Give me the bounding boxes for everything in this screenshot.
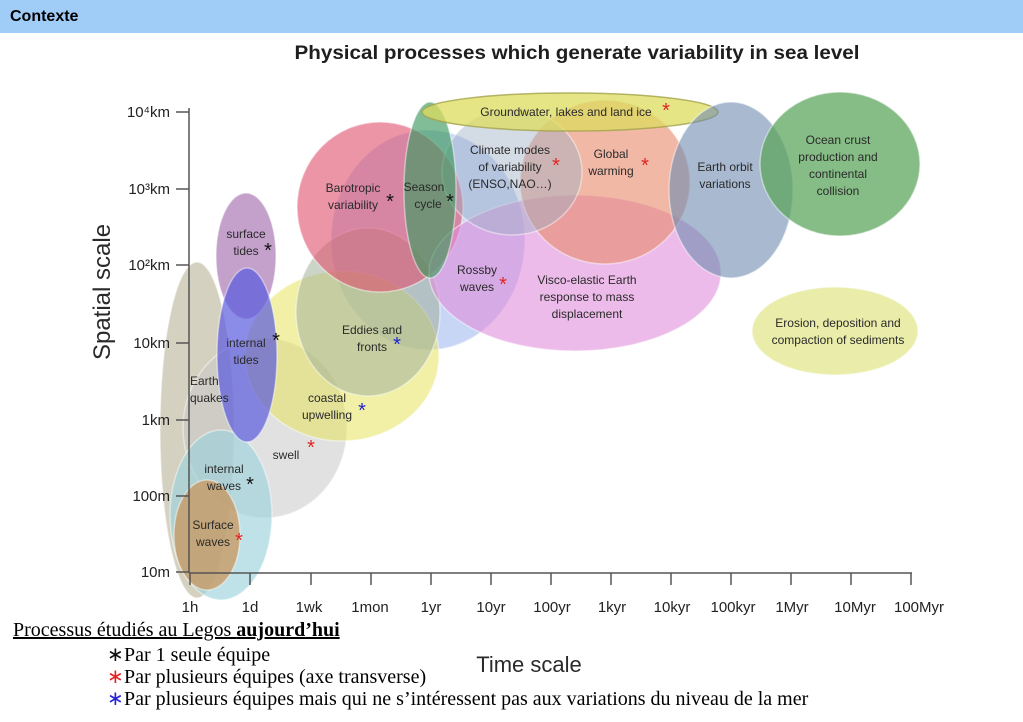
erosion-label: compaction of sediments — [772, 333, 905, 347]
internal-tides-label: internal — [226, 336, 265, 350]
x-tick-label: 1d — [242, 599, 259, 616]
ocean-crust-label: continental — [809, 167, 867, 181]
global-warming-label: Global — [594, 147, 629, 161]
season-cycle-bubble — [403, 101, 457, 279]
groundwater-marker: * — [662, 100, 670, 122]
header-bar: Contexte — [0, 0, 1023, 33]
eddies-and-fronts-label: Eddies and — [342, 323, 402, 337]
erosion-label: Erosion, deposition and — [775, 316, 900, 330]
surface-waves-label: Surface — [192, 518, 234, 532]
coastal-upwelling-label: upwelling — [302, 408, 352, 422]
x-tick-label: 10kyr — [654, 599, 691, 616]
climate-modes-marker: * — [552, 155, 560, 177]
axes: 10⁴km 10³km 10²km 10km 1km 100m 10m 1h 1… — [89, 104, 944, 677]
header-title: Contexte — [10, 8, 79, 25]
surface-tides-label: tides — [233, 244, 258, 258]
internal-waves-label: waves — [206, 479, 241, 493]
y-tick-label: 10³km — [128, 181, 170, 198]
rossby-waves-label: waves — [459, 280, 494, 294]
legend-marker: ∗ — [107, 688, 124, 710]
x-tick-label: 1Myr — [775, 599, 808, 616]
visco-elastic-label: displacement — [552, 307, 623, 321]
climate-modes-label: (ENSO,NAO…) — [468, 177, 551, 191]
y-tick-label: 100m — [132, 488, 170, 505]
y-tick-label: 10km — [133, 335, 170, 352]
season-cycle-marker: * — [446, 191, 454, 213]
ocean-crust-label: Ocean crust — [806, 133, 871, 147]
visco-elastic-label: response to mass — [540, 290, 635, 304]
x-tick-label: 1wk — [296, 599, 323, 616]
surface-waves-label: waves — [195, 535, 230, 549]
legend-item: ∗ Par 1 seule équipe — [0, 643, 1023, 667]
legend-marker: ∗ — [107, 666, 124, 688]
visco-elastic-label: Visco-elastic Earth — [537, 273, 636, 287]
legend-item-text: Par plusieurs équipes (axe transverse) — [124, 666, 427, 688]
coastal-upwelling-label: coastal — [308, 391, 346, 405]
earth-orbit-label: Earth orbit — [697, 160, 753, 174]
ocean-crust-bubble — [759, 91, 921, 237]
x-tick-label: 10yr — [476, 599, 505, 616]
legend-heading-bold: aujourd’hui — [236, 619, 340, 641]
eddies-and-fronts-marker: * — [393, 334, 401, 356]
surface-waves-bubble — [173, 479, 241, 591]
legend-item-text: Par plusieurs équipes mais qui ne s’inté… — [124, 688, 809, 710]
season-cycle-label: Season — [404, 180, 445, 194]
eddies-and-fronts-label: fronts — [357, 340, 387, 354]
barotropic-variability-label: Barotropic — [326, 181, 381, 195]
legend-item: ∗ Par plusieurs équipes mais qui ne s’in… — [0, 687, 1023, 711]
x-tick-label: 1yr — [421, 599, 442, 616]
ocean-crust-label: collision — [817, 184, 860, 198]
process-labels: Earth quakes swell * internal waves * Su… — [190, 100, 904, 552]
x-tick-label: 100kyr — [710, 599, 755, 616]
legend-item-text: Par 1 seule équipe — [124, 644, 271, 666]
internal-waves-label: internal — [204, 462, 243, 476]
legend-item: ∗ Par plusieurs équipes (axe transverse) — [0, 665, 1023, 689]
x-tick-label: 10Myr — [834, 599, 876, 616]
rossby-waves-marker: * — [499, 274, 507, 296]
earth-quakes-label: quakes — [190, 391, 229, 405]
internal-tides-label: tides — [233, 353, 258, 367]
y-tick-label: 10m — [141, 564, 170, 581]
barotropic-variability-marker: * — [386, 191, 394, 213]
surface-tides-label: surface — [226, 227, 266, 241]
process-bubbles — [159, 91, 921, 601]
surface-tides-marker: * — [264, 240, 272, 262]
internal-waves-marker: * — [246, 474, 254, 496]
global-warming-label: warming — [587, 164, 633, 178]
x-axis-label: Time scale — [476, 652, 582, 677]
legend-marker: ∗ — [107, 644, 124, 666]
diagram-title: Physical processes which generate variab… — [295, 43, 860, 64]
season-cycle-label: cycle — [414, 197, 442, 211]
x-tick-label: 100Myr — [894, 599, 944, 616]
surface-waves-marker: * — [235, 530, 243, 552]
climate-modes-label: of variability — [478, 160, 541, 174]
x-tick-label: 1h — [182, 599, 199, 616]
y-tick-label: 1km — [142, 412, 170, 429]
x-tick-label: 100yr — [533, 599, 571, 616]
y-axis-label: Spatial scale — [89, 224, 116, 360]
x-tick-label: 1mon — [351, 599, 389, 616]
global-warming-marker: * — [641, 155, 649, 177]
y-tick-label: 10⁴km — [127, 104, 170, 121]
climate-modes-label: Climate modes — [470, 143, 550, 157]
groundwater-label: Groundwater, lakes and land ice — [480, 105, 652, 119]
y-tick-label: 10²km — [128, 257, 170, 274]
legend-heading-text: Processus étudiés au Legos — [13, 619, 237, 641]
earth-orbit-label: variations — [699, 177, 750, 191]
ocean-crust-label: production and — [798, 150, 877, 164]
barotropic-variability-label: variability — [328, 198, 378, 212]
internal-tides-marker: * — [272, 330, 280, 352]
internal-tides-bubble — [216, 267, 278, 443]
coastal-upwelling-marker: * — [358, 400, 366, 422]
earth-quakes-label: Earth — [190, 374, 219, 388]
swell-marker: * — [307, 437, 315, 459]
erosion-bubble — [751, 286, 919, 376]
rossby-waves-label: Rossby — [457, 263, 497, 277]
swell-label: swell — [273, 448, 300, 462]
x-tick-label: 1kyr — [598, 599, 626, 616]
legend-heading: Processus étudiés au Legos aujourd’hui — [13, 618, 340, 642]
